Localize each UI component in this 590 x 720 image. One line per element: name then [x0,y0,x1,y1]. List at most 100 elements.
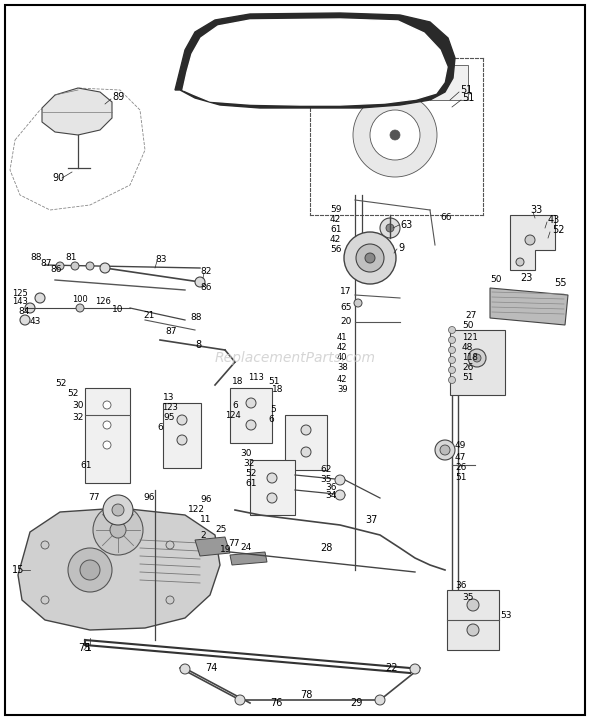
Text: 63: 63 [400,220,412,230]
Circle shape [448,366,455,374]
Text: 6: 6 [268,415,274,425]
Text: 51: 51 [455,474,467,482]
Text: 88: 88 [30,253,41,263]
Circle shape [100,263,110,273]
Text: 5: 5 [270,405,276,415]
Text: 13: 13 [163,392,175,402]
Text: 33: 33 [530,205,542,215]
Text: 57: 57 [297,17,310,27]
Circle shape [375,695,385,705]
Circle shape [103,495,133,525]
Circle shape [370,110,420,160]
Text: 49: 49 [455,441,466,449]
Text: 38: 38 [337,364,348,372]
Circle shape [20,315,30,325]
Circle shape [103,441,111,449]
Circle shape [448,346,455,354]
Text: 8: 8 [195,340,201,350]
Bar [230,388,272,443]
Text: 37: 37 [365,515,378,525]
Circle shape [440,445,450,455]
Text: 84: 84 [18,307,30,317]
Text: 52: 52 [245,469,257,479]
Text: 143: 143 [12,297,28,307]
Text: 83: 83 [155,256,166,264]
Circle shape [335,475,345,485]
Text: 56: 56 [330,246,342,254]
Text: 89: 89 [112,92,124,102]
Text: 25: 25 [215,526,227,534]
Bar [285,415,327,470]
Text: 76: 76 [270,698,283,708]
Text: 118: 118 [462,354,478,362]
Bar [163,403,201,468]
Text: 87: 87 [40,259,51,269]
Circle shape [246,398,256,408]
Text: 17: 17 [340,287,352,297]
Circle shape [177,415,187,425]
Text: 77: 77 [88,493,100,503]
Text: 24: 24 [240,544,251,552]
Text: 123: 123 [162,403,178,413]
Text: 78: 78 [300,690,312,700]
Circle shape [516,258,524,266]
Text: 43: 43 [30,318,41,326]
Text: 39: 39 [337,385,348,395]
Text: 88: 88 [190,313,202,323]
Circle shape [473,354,481,362]
Text: 75: 75 [78,643,90,653]
Polygon shape [18,508,220,630]
Text: 95: 95 [163,413,175,423]
Text: 26: 26 [455,464,466,472]
Circle shape [344,232,396,284]
Polygon shape [490,288,568,325]
Circle shape [71,262,79,270]
Text: 77: 77 [228,539,240,547]
Text: 90: 90 [52,173,64,183]
Text: 32: 32 [72,413,83,423]
Circle shape [335,490,345,500]
Circle shape [448,377,455,384]
Text: 30: 30 [72,400,84,410]
Text: 23: 23 [520,273,532,283]
Text: 19: 19 [220,544,231,554]
Text: 61: 61 [330,225,342,235]
Circle shape [448,336,455,343]
Circle shape [365,253,375,263]
Text: 121: 121 [462,333,478,343]
Text: 66: 66 [440,214,451,222]
Circle shape [56,262,64,270]
Circle shape [86,262,94,270]
Text: 100: 100 [72,295,88,305]
Text: 74: 74 [205,663,217,673]
Circle shape [166,596,174,604]
Circle shape [68,548,112,592]
Bar [85,388,130,483]
Text: 81: 81 [65,253,77,263]
Text: 124: 124 [225,410,241,420]
Text: 10: 10 [112,305,123,315]
Text: 18: 18 [232,377,244,387]
Text: 9: 9 [398,243,404,253]
Circle shape [103,401,111,409]
Text: 36: 36 [455,580,467,590]
Text: 52: 52 [552,225,565,235]
Text: 51: 51 [462,93,474,103]
Circle shape [525,235,535,245]
Circle shape [195,277,205,287]
Text: 35: 35 [320,475,332,485]
Text: 21: 21 [143,312,155,320]
Text: 50: 50 [462,320,474,330]
Circle shape [386,224,394,232]
Text: 50: 50 [490,276,502,284]
Text: 51: 51 [268,377,280,387]
Text: 29: 29 [350,698,362,708]
Text: 51: 51 [460,85,473,95]
Polygon shape [42,88,112,135]
Circle shape [435,440,455,460]
Circle shape [390,130,400,140]
Bar [450,330,505,395]
Text: 35: 35 [462,593,474,601]
Text: 52: 52 [67,389,78,397]
Circle shape [467,599,479,611]
